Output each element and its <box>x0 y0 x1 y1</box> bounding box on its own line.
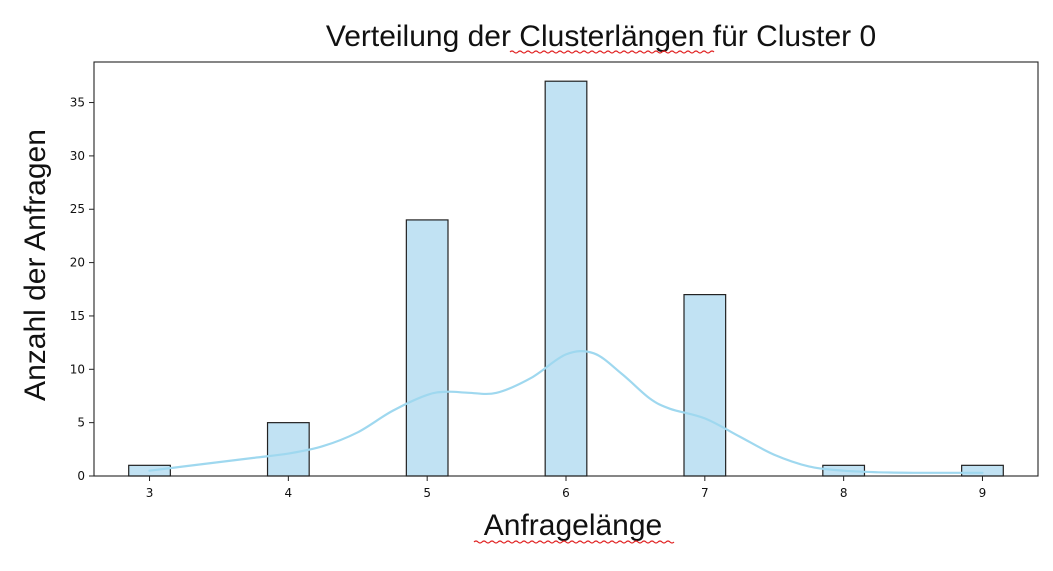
x-tick-label: 8 <box>840 486 848 500</box>
y-tick-label: 5 <box>77 416 85 430</box>
bar-7 <box>683 294 727 477</box>
x-axis-ticks: 3 4 5 6 7 8 9 <box>146 476 987 500</box>
y-tick-label: 35 <box>70 96 85 110</box>
x-tick-label: 9 <box>979 486 987 500</box>
y-tick-label: 10 <box>70 362 85 376</box>
y-tick-label: 15 <box>70 309 85 323</box>
bar-6 <box>544 80 588 477</box>
x-tick-label: 3 <box>146 486 154 500</box>
bar-5 <box>405 219 449 477</box>
y-axis-ticks: 0 5 10 15 20 25 30 35 <box>70 96 94 483</box>
spellcheck-underline-xlabel <box>473 540 675 544</box>
y-axis-label: Anzahl der Anfragen <box>19 129 52 401</box>
x-tick-label: 4 <box>285 486 293 500</box>
x-tick-label: 7 <box>701 486 709 500</box>
y-tick-label: 30 <box>70 149 85 163</box>
y-tick-label: 0 <box>77 469 85 483</box>
x-axis-label: Anfragelänge <box>484 509 662 542</box>
kde-curve <box>148 350 984 474</box>
chart-title: Verteilung der Clusterlängen für Cluster… <box>326 20 876 53</box>
x-tick-label: 6 <box>562 486 570 500</box>
y-tick-label: 25 <box>70 202 85 216</box>
y-tick-label: 20 <box>70 256 85 270</box>
spellcheck-underline-title <box>509 50 715 54</box>
bars-group <box>128 80 1004 477</box>
bar-4 <box>266 422 310 477</box>
x-tick-label: 5 <box>423 486 431 500</box>
bar-9 <box>961 464 1004 477</box>
